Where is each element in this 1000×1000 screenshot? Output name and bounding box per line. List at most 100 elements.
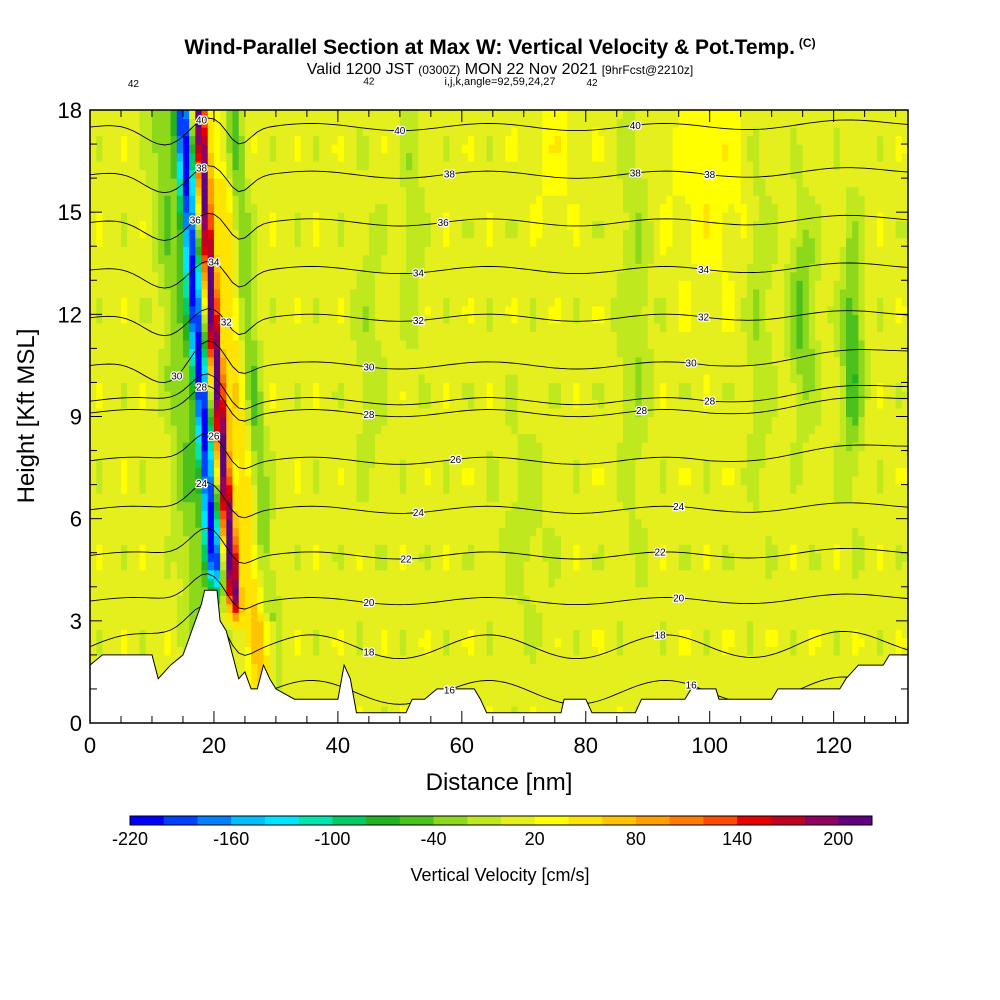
velocity-cell: [232, 518, 240, 528]
velocity-cell: [96, 356, 103, 367]
velocity-cell: [375, 637, 382, 647]
velocity-cell: [282, 595, 289, 605]
velocity-cell: [461, 203, 469, 213]
velocity-cell: [368, 544, 376, 554]
velocity-cell: [350, 603, 358, 613]
velocity-cell: [164, 169, 172, 179]
velocity-cell: [189, 544, 196, 554]
velocity-cell: [306, 254, 314, 264]
velocity-cell: [263, 425, 271, 435]
velocity-cell: [331, 280, 339, 290]
velocity-cell: [294, 425, 302, 435]
velocity-cell: [102, 246, 110, 256]
velocity-cell: [282, 518, 289, 528]
velocity-cell: [288, 339, 296, 349]
velocity-cell: [282, 476, 289, 486]
velocity-cell: [375, 280, 382, 290]
velocity-cell: [201, 237, 209, 247]
velocity-cell: [306, 135, 314, 145]
velocity-cell: [474, 552, 482, 562]
velocity-cell: [381, 297, 389, 307]
velocity-cell: [201, 535, 209, 545]
velocity-cell: [437, 552, 444, 562]
velocity-cell: [368, 280, 376, 290]
velocity-cell: [362, 416, 370, 426]
velocity-cell: [90, 450, 97, 460]
velocity-cell: [108, 425, 116, 435]
velocity-cell: [331, 416, 339, 426]
velocity-cell: [424, 595, 432, 605]
velocity-cell: [151, 203, 159, 213]
velocity-cell: [418, 263, 426, 273]
velocity-cell: [232, 229, 240, 239]
velocity-cell: [213, 467, 221, 477]
velocity-cell: [269, 382, 277, 392]
velocity-cell: [455, 186, 463, 196]
velocity-cell: [306, 476, 314, 486]
velocity-cell: [443, 297, 451, 307]
velocity-cell: [127, 442, 134, 452]
velocity-cell: [461, 135, 469, 145]
velocity-cell: [102, 450, 110, 460]
velocity-cell: [430, 178, 438, 188]
velocity-cell: [387, 110, 395, 120]
velocity-cell: [213, 254, 221, 264]
velocity-cell: [461, 373, 469, 384]
velocity-cell: [102, 288, 110, 298]
velocity-cell: [486, 671, 494, 682]
velocity-cell: [176, 169, 184, 179]
velocity-cell: [486, 186, 494, 196]
velocity-cell: [412, 612, 420, 622]
velocity-cell: [108, 263, 116, 273]
velocity-cell: [182, 501, 190, 511]
velocity-cell: [220, 263, 227, 273]
velocity-cell: [127, 493, 134, 503]
velocity-cell: [164, 425, 172, 435]
velocity-cell: [263, 246, 271, 256]
velocity-cell: [387, 612, 395, 622]
velocity-cell: [288, 459, 296, 469]
velocity-cell: [511, 280, 519, 290]
velocity-cell: [499, 314, 506, 324]
velocity-cell: [114, 178, 122, 188]
velocity-cell: [300, 552, 308, 562]
velocity-cell: [269, 331, 277, 341]
velocity-cell: [368, 178, 376, 188]
velocity-cell: [114, 459, 122, 469]
velocity-cell: [325, 459, 333, 469]
velocity-cell: [133, 322, 141, 332]
velocity-cell: [164, 535, 172, 545]
velocity-cell: [511, 603, 519, 613]
velocity-cell: [282, 586, 289, 596]
velocity-cell: [108, 195, 116, 205]
velocity-cell: [430, 629, 438, 639]
velocity-cell: [213, 331, 221, 341]
velocity-cell: [399, 348, 407, 358]
velocity-cell: [90, 595, 97, 605]
velocity-cell: [449, 254, 457, 264]
velocity-cell: [207, 110, 215, 120]
velocity-cell: [418, 612, 426, 622]
velocity-cell: [170, 518, 178, 528]
velocity-cell: [424, 356, 432, 367]
velocity-cell: [182, 348, 190, 358]
velocity-cell: [424, 127, 432, 137]
velocity-cell: [170, 510, 178, 520]
velocity-cell: [362, 110, 370, 120]
velocity-cell: [424, 501, 432, 511]
velocity-cell: [244, 297, 252, 307]
velocity-cell: [424, 578, 432, 588]
velocity-cell: [151, 425, 159, 435]
velocity-cell: [375, 629, 382, 639]
velocity-cell: [461, 484, 469, 494]
velocity-cell: [418, 637, 426, 647]
velocity-cell: [362, 663, 370, 673]
velocity-cell: [220, 339, 227, 349]
velocity-cell: [189, 527, 196, 537]
velocity-cell: [257, 246, 265, 256]
velocity-cell: [114, 629, 122, 639]
velocity-cell: [412, 603, 420, 613]
velocity-cell: [257, 373, 265, 384]
velocity-cell: [492, 527, 500, 537]
velocity-cell: [288, 305, 296, 315]
